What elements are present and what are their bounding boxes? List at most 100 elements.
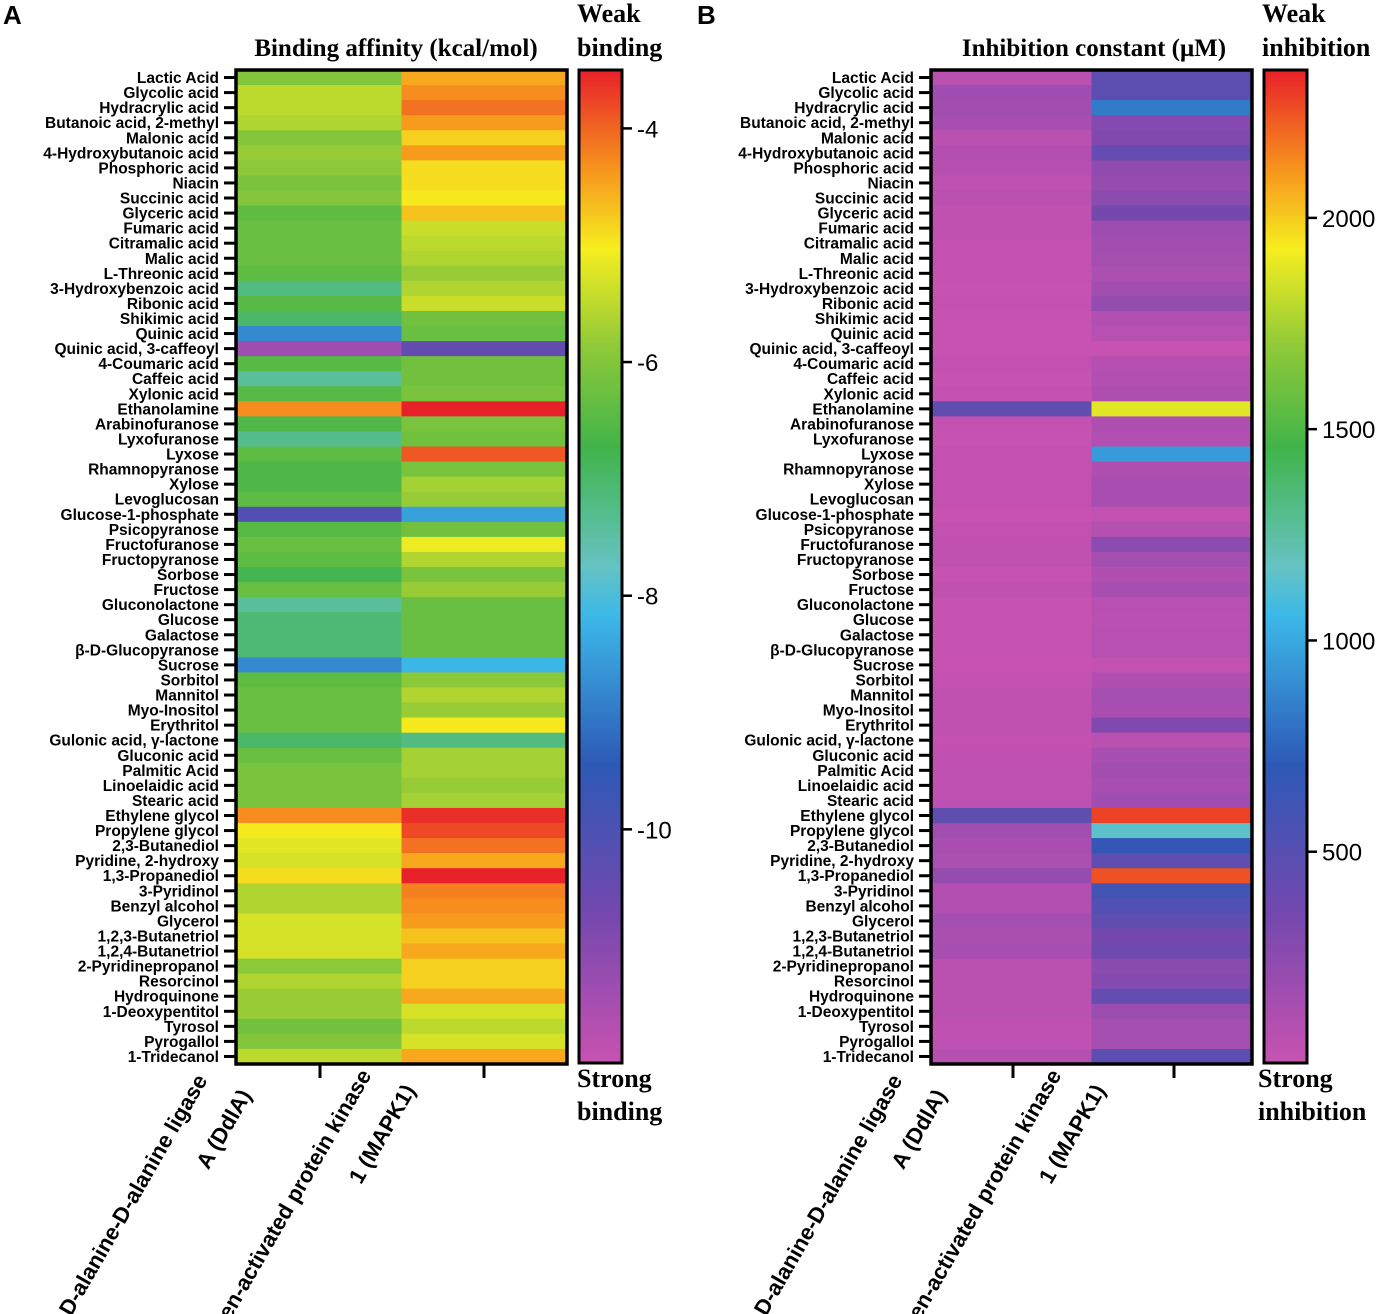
heatmap-cell-b-46-1 [1091,762,1253,779]
row-label-a-27: Xylose [169,477,219,494]
row-label-b-60: Resorcinol [834,974,914,991]
heatmap-cell-a-30-1 [401,521,568,538]
heatmap-cell-a-21-1 [401,386,568,402]
heatmap-cell-b-13-1 [1091,265,1253,282]
heatmap-cell-a-28-1 [401,491,568,508]
heatmap-cell-a-16-1 [401,310,568,327]
heatmap-cell-a-22-1 [401,401,568,417]
row-label-a-11: Citramalic acid [109,236,219,253]
heatmap-cell-a-19-0 [236,356,403,372]
heatmap-cell-a-56-0 [236,913,403,930]
heatmap-cell-b-41-0 [931,687,1093,704]
row-label-a-60: Resorcinol [139,974,219,991]
heatmap-cell-a-33-0 [236,567,403,583]
row-label-a-21: Xylonic acid [129,386,219,403]
row-label-a-56: Glycerol [157,913,219,930]
heatmap-cell-b-61-1 [1091,988,1253,1005]
row-label-b-61: Hydroquinone [809,989,914,1006]
heatmap-cell-b-3-1 [1091,115,1253,131]
row-label-b-43: Erythritol [845,718,914,735]
heatmap-cell-a-0-1 [401,70,568,86]
heatmap-cell-a-47-1 [401,777,568,794]
heatmap-cell-b-42-0 [931,702,1093,719]
column-label-a-0-line0: D-alanine-D-alanine ligase [54,1070,213,1314]
row-label-b-20: Caffeic acid [827,371,914,388]
row-label-a-3: Butanoic acid, 2-methyl [45,115,219,132]
heatmap-cell-b-15-0 [931,295,1093,312]
heatmap-cell-a-35-0 [236,597,403,613]
heatmap-cell-b-18-1 [1091,341,1253,357]
heatmap-cell-a-56-1 [401,913,568,930]
row-label-b-22: Ethanolamine [812,401,914,418]
row-label-a-54: 3-Pyridinol [139,883,219,900]
row-label-a-25: Lyxose [166,447,219,464]
heatmap-cell-a-28-0 [236,491,403,508]
heatmap-cell-b-10-1 [1091,220,1253,237]
heatmap-cell-a-0-0 [236,70,403,86]
row-label-a-62: 1-Deoxypentitol [103,1004,219,1021]
row-label-b-40: Sorbitol [855,672,914,689]
heatmap-cell-a-14-1 [401,280,568,297]
heatmap-cell-b-63-0 [931,1018,1093,1035]
row-label-b-34: Fructose [849,582,915,599]
heatmap-cell-b-34-0 [931,582,1093,598]
panel-a-title: Binding affinity (kcal/mol) [254,35,537,62]
heatmap-cell-b-2-0 [931,100,1093,116]
row-label-b-52: Pyridine, 2-hydroxy [770,853,914,870]
row-label-b-19: 4-Coumaric acid [793,356,914,373]
row-label-a-59: 2-Pyridinepropanol [78,959,219,976]
heatmap-cell-b-9-1 [1091,205,1253,222]
heatmap-cell-b-22-0 [931,401,1093,417]
heatmap-cell-b-21-1 [1091,386,1253,402]
heatmap-cell-b-65-1 [1091,1048,1253,1065]
heatmap-cell-a-31-0 [236,536,403,553]
heatmap-cell-a-46-0 [236,762,403,779]
heatmap-cell-a-36-0 [236,612,403,628]
row-label-a-58: 1,2,4-Butanetriol [98,944,219,961]
heatmap-cell-a-63-0 [236,1018,403,1035]
row-label-a-51: 2,3-Butanediol [112,838,219,855]
heatmap-cell-b-37-1 [1091,627,1253,643]
row-label-b-51: 2,3-Butanediol [807,838,914,855]
heatmap-cell-b-1-0 [931,85,1093,101]
heatmap-cell-a-13-0 [236,265,403,282]
heatmap-cell-b-15-1 [1091,295,1253,312]
heatmap-cell-b-47-1 [1091,777,1253,794]
heatmap-cell-b-48-1 [1091,792,1253,809]
heatmap-cell-b-58-1 [1091,943,1253,960]
heatmap-cell-b-11-1 [1091,235,1253,252]
heatmap-cell-b-8-1 [1091,190,1253,207]
row-label-b-32: Fructopyranose [797,552,915,569]
heatmap-cell-a-55-0 [236,898,403,914]
heatmap-cell-a-36-1 [401,612,568,628]
heatmap-cell-a-64-0 [236,1033,403,1050]
heatmap-cell-b-50-0 [931,823,1093,839]
heatmap-cell-a-53-1 [401,868,568,884]
row-label-b-30: Psicopyranose [804,522,915,539]
heatmap-cell-a-12-1 [401,250,568,267]
heatmap-cell-a-60-0 [236,973,403,990]
heatmap-cell-b-36-0 [931,612,1093,628]
row-label-a-17: Quinic acid [135,326,219,343]
heatmap-cell-a-2-1 [401,100,568,116]
heatmap-cell-a-26-1 [401,461,568,478]
heatmap-cell-a-34-0 [236,582,403,598]
row-label-a-55: Benzyl alcohol [110,898,219,915]
row-label-b-37: Galactose [840,627,914,644]
row-label-a-63: Tyrosol [164,1019,219,1036]
row-label-a-42: Myo-Inositol [128,703,219,720]
heatmap-cell-b-10-0 [931,220,1093,237]
heatmap-cell-a-54-1 [401,883,568,899]
row-label-b-14: 3-Hydroxybenzoic acid [745,281,914,298]
heatmap-cell-a-21-0 [236,386,403,402]
heatmap-cell-a-59-0 [236,958,403,975]
heatmap-cell-b-25-1 [1091,446,1253,463]
heatmap-cell-b-26-0 [931,461,1093,478]
heatmap-cell-b-28-1 [1091,491,1253,508]
row-label-a-35: Gluconolactone [102,597,220,614]
colorbar-a [577,68,624,1065]
heatmap-cell-b-18-0 [931,341,1093,357]
heatmap-cell-a-19-1 [401,356,568,372]
heatmap-cell-b-25-0 [931,446,1093,463]
row-label-a-61: Hydroquinone [114,989,219,1006]
